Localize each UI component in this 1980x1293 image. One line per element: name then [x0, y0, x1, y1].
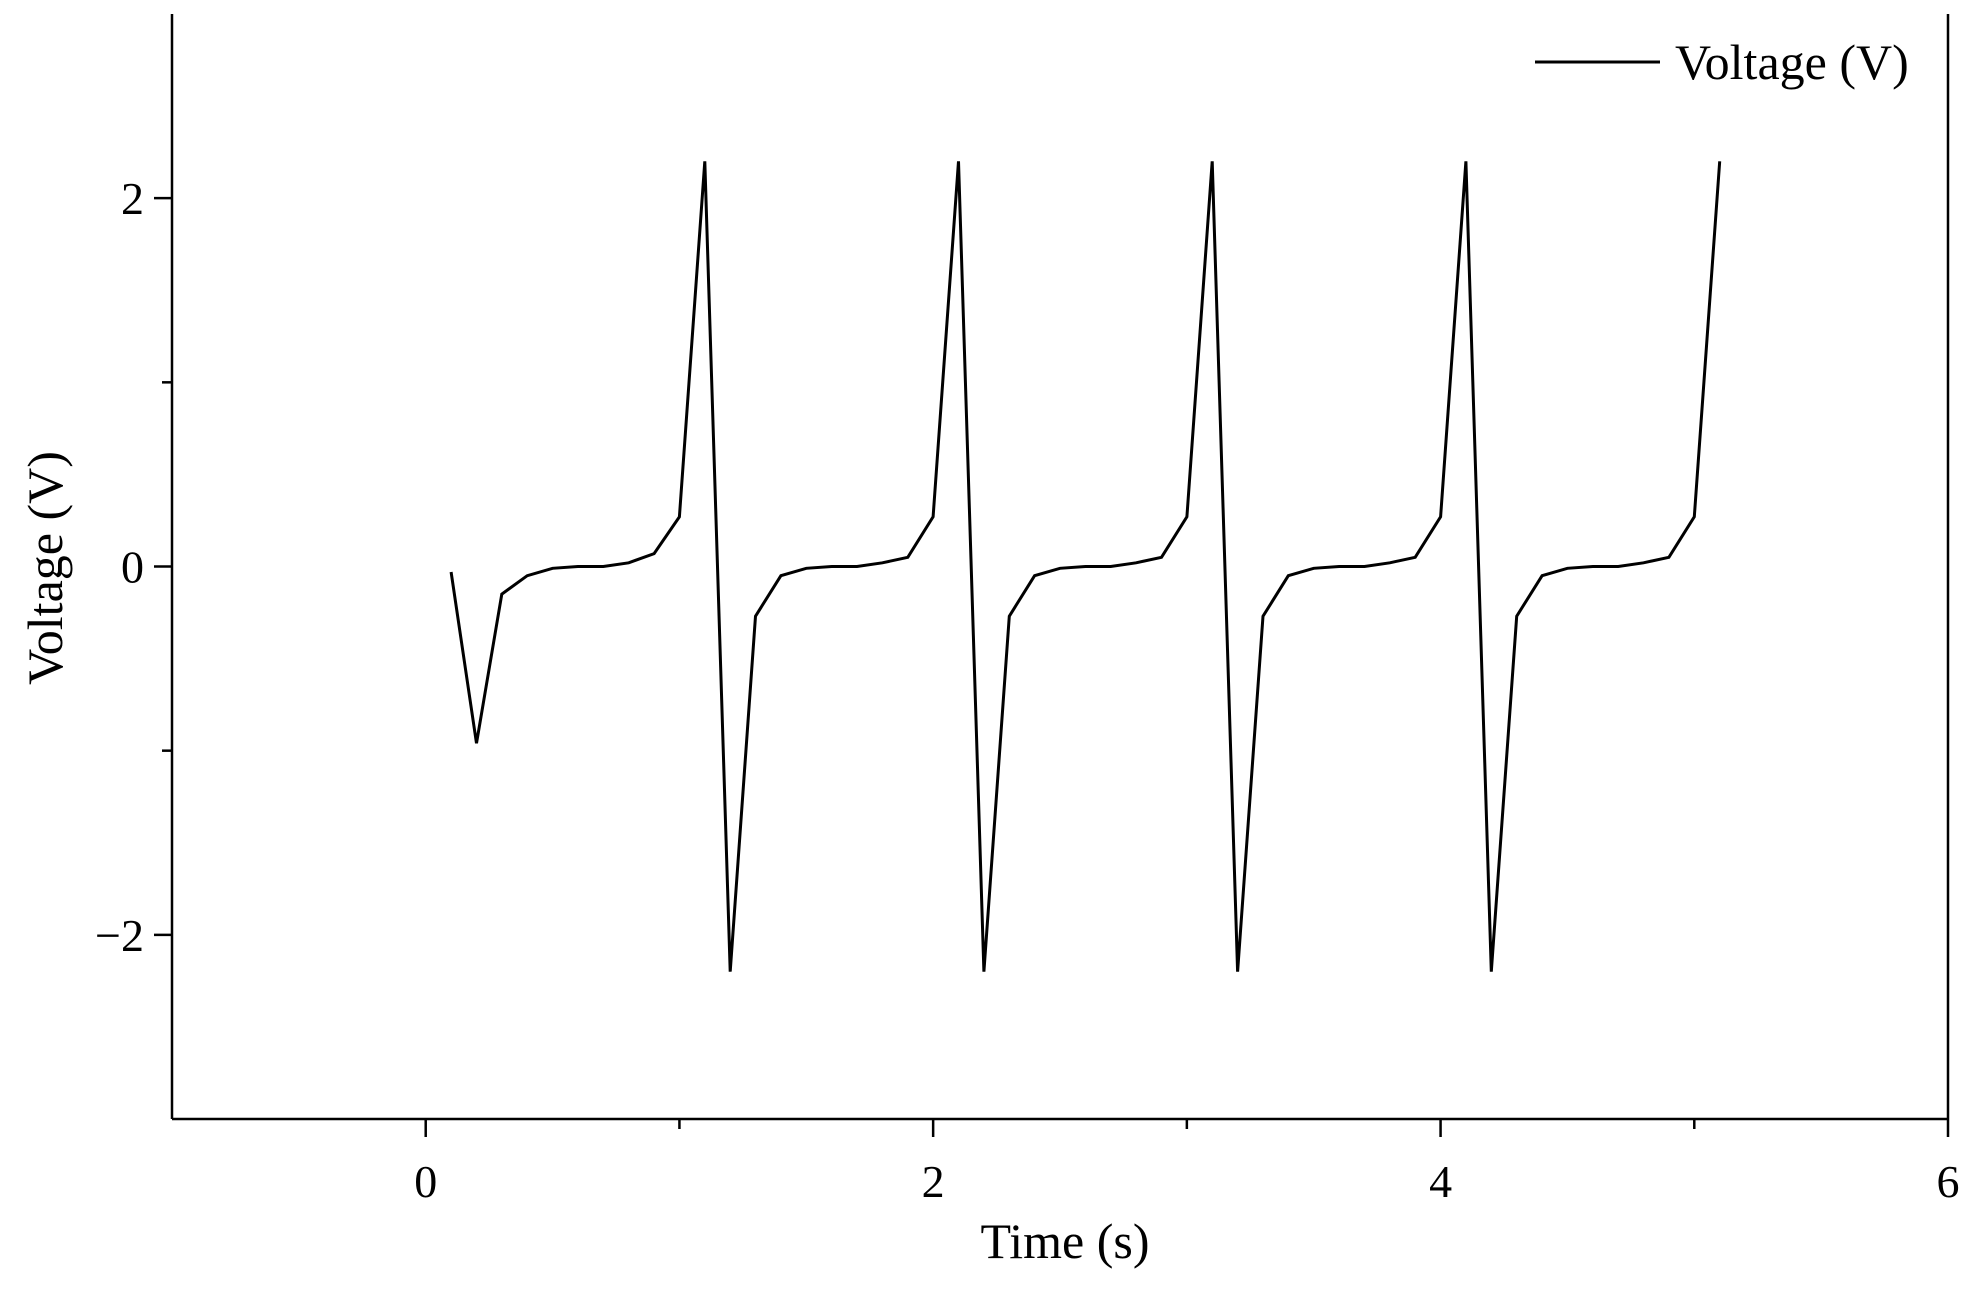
y-axis-label: Voltage (V)	[17, 451, 73, 685]
legend-label: Voltage (V)	[1675, 34, 1909, 90]
y-tick-label: 2	[121, 173, 144, 224]
legend: Voltage (V)	[1535, 34, 1909, 90]
axis-ticks: 0 2 4 6 −2 0 2	[95, 173, 1959, 1207]
x-tick-label: 0	[414, 1156, 437, 1207]
plot-frame	[170, 14, 1950, 1121]
series-line-voltage	[449, 161, 1722, 972]
y-tick-label: 0	[121, 542, 144, 593]
y-tick-label: −2	[95, 910, 144, 961]
x-axis-label: Time (s)	[980, 1213, 1149, 1269]
x-tick-label: 4	[1429, 1156, 1452, 1207]
x-tick-label: 2	[922, 1156, 945, 1207]
x-tick-label: 6	[1937, 1156, 1960, 1207]
series-layer	[449, 161, 1722, 972]
